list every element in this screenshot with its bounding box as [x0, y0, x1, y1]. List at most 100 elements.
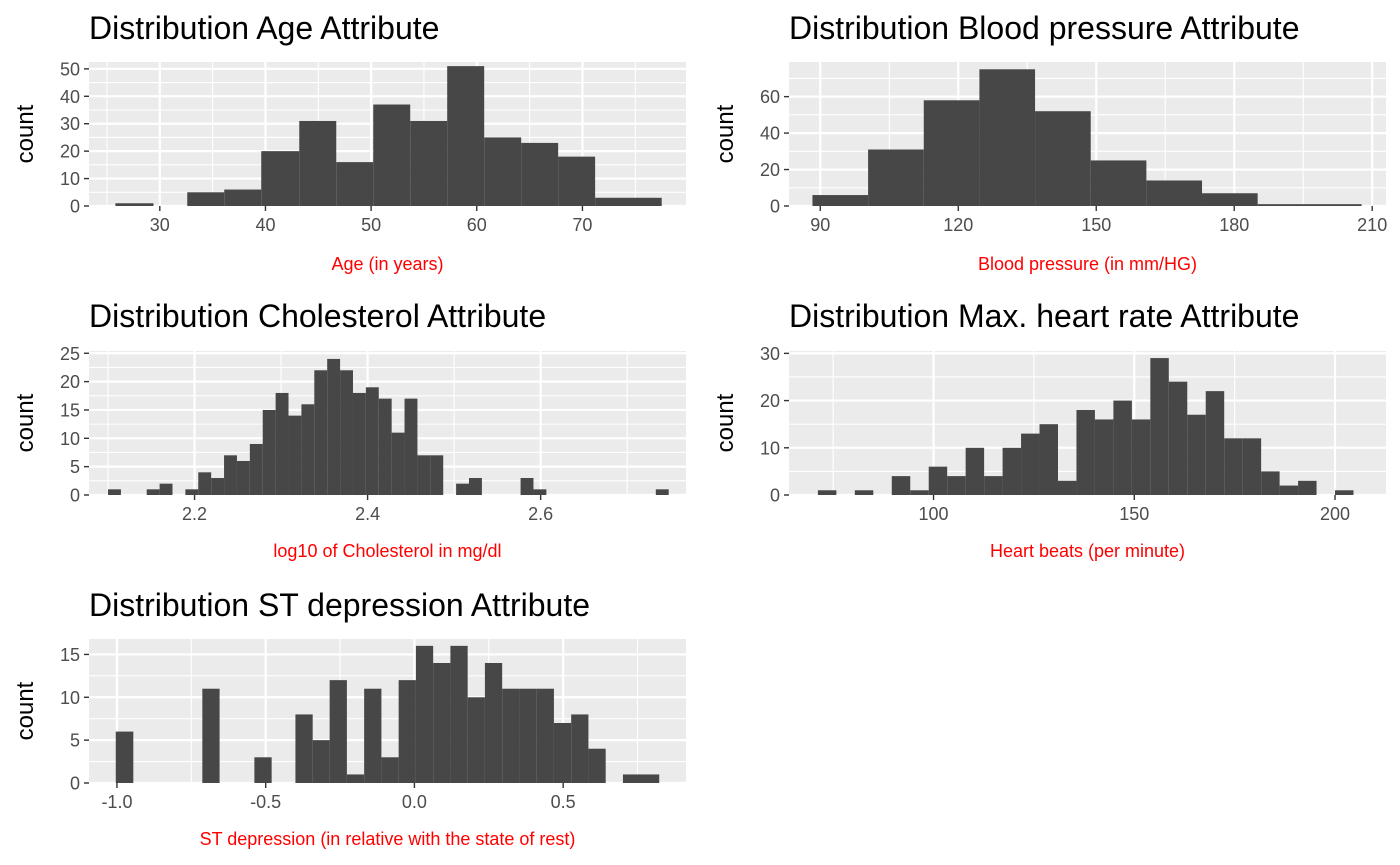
y-tick-label: 20: [760, 391, 780, 411]
y-tick-label: 0: [770, 197, 780, 217]
x-tick-label: 70: [572, 215, 592, 235]
x-tick-label: 180: [1219, 215, 1249, 235]
x-axis-label: Heart beats (per minute): [990, 541, 1185, 561]
histogram-bar: [299, 120, 337, 206]
x-tick-label: 150: [1119, 504, 1149, 524]
y-tick-label: 5: [70, 731, 80, 751]
histogram-bar: [519, 688, 537, 783]
histogram-bar: [417, 455, 431, 495]
histogram-bar: [923, 100, 980, 206]
chart-title: Distribution Cholesterol Attribute: [89, 298, 546, 334]
chart-title: Distribution Max. heart rate Attribute: [789, 298, 1299, 334]
histogram-bar: [910, 490, 929, 495]
histogram-bar: [1261, 471, 1280, 495]
histogram-bar: [327, 358, 341, 495]
y-tick-label: 30: [760, 344, 780, 364]
x-tick-label: 2.4: [355, 504, 380, 524]
histogram-bar: [373, 104, 411, 206]
histogram-bar: [1002, 447, 1022, 495]
histogram-bar: [1168, 381, 1188, 495]
histogram-bar: [224, 189, 262, 206]
histogram-bar: [558, 156, 596, 206]
histogram-bar: [891, 476, 911, 495]
histogram-bar: [329, 680, 347, 783]
histogram-bar: [484, 663, 503, 783]
histogram-bar: [817, 490, 837, 495]
x-tick-label: 120: [943, 215, 973, 235]
histogram-bar: [965, 447, 985, 495]
y-tick-label: 0: [70, 774, 80, 794]
histogram-panel-5: -1.0 -0.5 0.0 0.5 0 5 10 15 Distribution ST depr…: [12, 587, 686, 849]
y-tick-label: 0: [770, 486, 780, 506]
chart-title: Distribution ST depression Attribute: [89, 587, 590, 623]
x-tick-label: 60: [467, 215, 487, 235]
x-tick-label: 2.2: [182, 504, 207, 524]
y-tick-label: 25: [60, 344, 80, 364]
histogram-bar: [1094, 419, 1114, 495]
y-tick-label: 40: [60, 87, 80, 107]
histogram-bar: [1113, 400, 1132, 495]
chart-title: Distribution Age Attribute: [89, 10, 439, 46]
y-axis-label: count: [12, 681, 39, 740]
histogram-bar: [381, 757, 399, 783]
histogram-bar: [1035, 111, 1091, 206]
y-tick-label: 50: [60, 59, 80, 79]
histogram-bar: [1242, 438, 1262, 495]
histogram-bar: [236, 460, 250, 495]
y-tick-label: 20: [60, 372, 80, 392]
histogram-bar: [1335, 490, 1354, 495]
y-axis-label: count: [712, 393, 739, 452]
histogram-bar: [146, 489, 160, 495]
histogram-bar: [456, 483, 470, 495]
histogram-bar: [211, 477, 225, 495]
histogram-bar: [1205, 391, 1225, 495]
histogram-bar: [484, 137, 522, 206]
histogram-bar: [254, 757, 272, 783]
y-tick-label: 0: [70, 486, 80, 506]
histogram-bar: [1039, 424, 1058, 495]
histogram-bar: [198, 472, 212, 495]
histogram-panel-3: 2.2 2.4 2.6 0 5 10 15 20 25 Distribution Choleste…: [12, 298, 686, 561]
y-tick-label: 10: [60, 429, 80, 449]
x-axis-label: Age (in years): [331, 254, 443, 274]
histogram-bar: [1279, 485, 1299, 495]
x-tick-label: 100: [919, 504, 949, 524]
histogram-bar: [854, 490, 874, 495]
histogram-bar: [571, 714, 589, 783]
chart-title: Distribution Blood pressure Attribute: [789, 10, 1299, 46]
histogram-bar: [187, 192, 225, 206]
histogram-bar: [288, 415, 302, 495]
y-axis-label: count: [12, 393, 39, 452]
histogram-bar: [622, 774, 660, 783]
y-tick-label: 40: [760, 124, 780, 144]
histogram-bar: [1224, 438, 1243, 495]
histogram-bar: [533, 489, 547, 495]
histogram-bar: [275, 392, 289, 495]
histogram-panel-1: 30 40 50 60 70 0 10 20 30 40 50 Distribution Age At…: [12, 10, 686, 274]
x-tick-label: -1.0: [101, 792, 132, 812]
histogram-bar: [415, 645, 434, 783]
histogram-bar: [108, 489, 121, 495]
histogram-bar: [1298, 480, 1317, 495]
histogram-bar: [202, 688, 220, 783]
x-tick-label: 150: [1081, 215, 1111, 235]
histogram-bar: [410, 120, 448, 206]
y-tick-label: 15: [60, 400, 80, 420]
histogram-bar: [346, 774, 365, 783]
histogram-bar: [1057, 480, 1077, 495]
histogram-bar: [1187, 414, 1206, 495]
histogram-bar: [314, 370, 328, 495]
histogram-bar: [365, 387, 379, 495]
histogram-panel-2: 90 120 150 180 210 0 20 40 60 Distribution Blood …: [712, 10, 1387, 274]
y-tick-label: 30: [60, 114, 80, 134]
histogram-bar: [520, 477, 534, 495]
histogram-bar: [1021, 433, 1040, 495]
x-tick-label: 0.5: [551, 792, 576, 812]
histogram-bar: [447, 66, 485, 206]
x-tick-label: 210: [1357, 215, 1387, 235]
histogram-bar: [588, 748, 606, 783]
histogram-bar: [312, 740, 330, 783]
histogram-bar: [115, 731, 134, 783]
histogram-bar: [450, 645, 468, 783]
